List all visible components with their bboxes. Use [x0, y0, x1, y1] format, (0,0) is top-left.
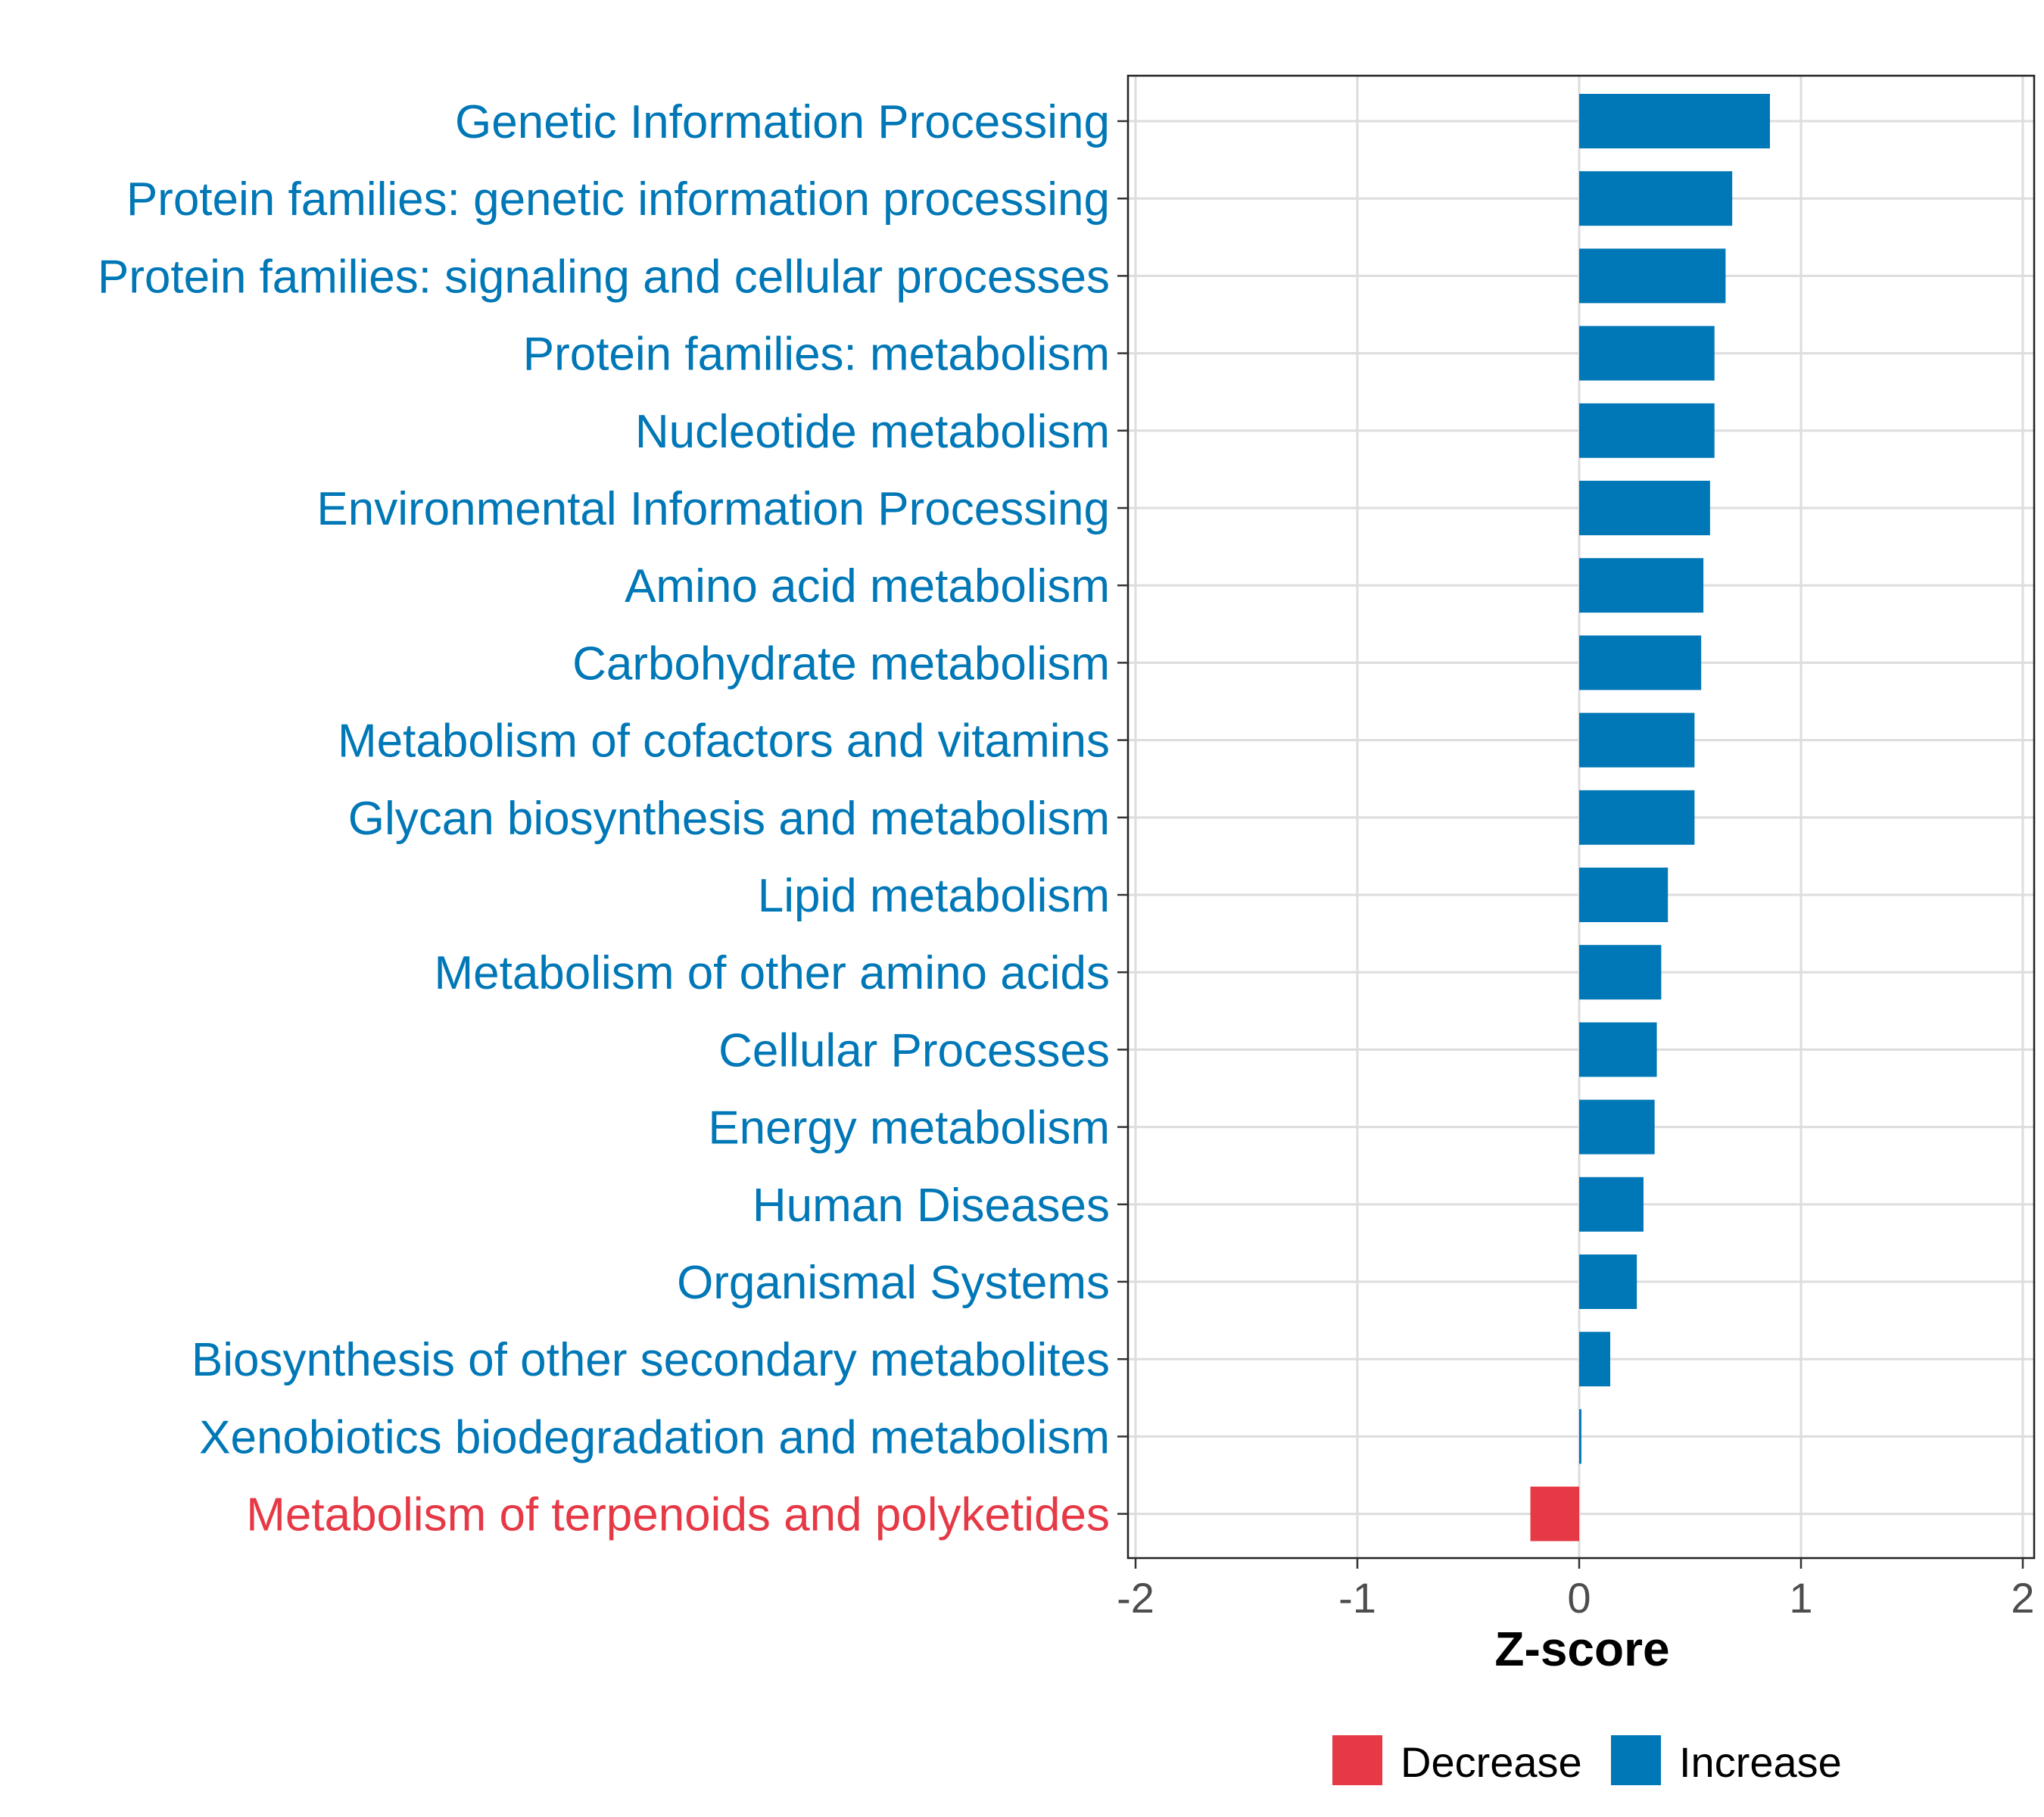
- bar-layer: [1530, 94, 1770, 1541]
- bar: [1579, 1409, 1581, 1464]
- bar: [1579, 868, 1669, 922]
- bar: [1579, 1022, 1657, 1077]
- category-label: Amino acid metabolism: [625, 560, 1110, 612]
- category-label: Protein families: metabolism: [523, 329, 1110, 381]
- category-label: Environmental Information Processing: [316, 483, 1110, 535]
- category-label: Energy metabolism: [708, 1102, 1110, 1155]
- bar: [1579, 712, 1695, 768]
- bar: [1579, 171, 1733, 226]
- bar: [1579, 248, 1726, 304]
- x-tick-label: 1: [1789, 1574, 1812, 1622]
- bar: [1579, 945, 1662, 1000]
- bar: [1530, 1486, 1579, 1541]
- bar: [1579, 94, 1770, 148]
- bar: [1579, 635, 1702, 690]
- legend-label-decrease: Decrease: [1401, 1738, 1582, 1786]
- x-tick-label: 0: [1567, 1574, 1591, 1622]
- bar: [1579, 1332, 1611, 1387]
- x-axis-title: Z-score: [1494, 1622, 1669, 1676]
- legend-swatch-decrease: [1332, 1735, 1382, 1785]
- legend-swatch-increase: [1611, 1735, 1661, 1785]
- bar: [1579, 790, 1695, 845]
- category-label: Lipid metabolism: [758, 870, 1110, 922]
- category-label: Metabolism of other amino acids: [434, 947, 1110, 999]
- category-label: Biosynthesis of other secondary metaboli…: [192, 1334, 1110, 1386]
- bar: [1579, 403, 1715, 458]
- category-label: Organismal Systems: [677, 1257, 1110, 1309]
- category-labels: Genetic Information Processing Protein fa…: [98, 96, 1110, 1541]
- x-tick-label: 2: [2011, 1574, 2034, 1622]
- bar: [1579, 1177, 1644, 1232]
- x-axis-ticks: -2 -1 0 1 2: [1117, 120, 2035, 1622]
- x-tick-label: -1: [1338, 1574, 1376, 1622]
- category-label: Metabolism of terpenoids and polyketides: [246, 1489, 1110, 1541]
- bar: [1579, 326, 1715, 381]
- category-label: Nucleotide metabolism: [635, 406, 1110, 458]
- bar: [1579, 481, 1710, 535]
- category-label: Xenobiotics biodegradation and metabolis…: [199, 1411, 1110, 1463]
- category-label: Protein families: signaling and cellular…: [98, 251, 1110, 303]
- category-label: Glycan biosynthesis and metabolism: [348, 793, 1110, 845]
- category-label: Carbohydrate metabolism: [572, 637, 1110, 690]
- category-label: Cellular Processes: [718, 1024, 1110, 1077]
- category-label: Protein families: genetic information pr…: [126, 173, 1110, 226]
- bar: [1579, 1099, 1655, 1155]
- category-label: Human Diseases: [752, 1180, 1110, 1232]
- bar: [1579, 558, 1704, 613]
- bar: [1579, 1254, 1637, 1309]
- category-label: Metabolism of cofactors and vitamins: [338, 715, 1110, 768]
- category-label: Genetic Information Processing: [455, 96, 1110, 148]
- legend: Decrease Increase: [1332, 1735, 1842, 1786]
- x-tick-label: -2: [1117, 1574, 1154, 1622]
- legend-label-increase: Increase: [1679, 1738, 1842, 1786]
